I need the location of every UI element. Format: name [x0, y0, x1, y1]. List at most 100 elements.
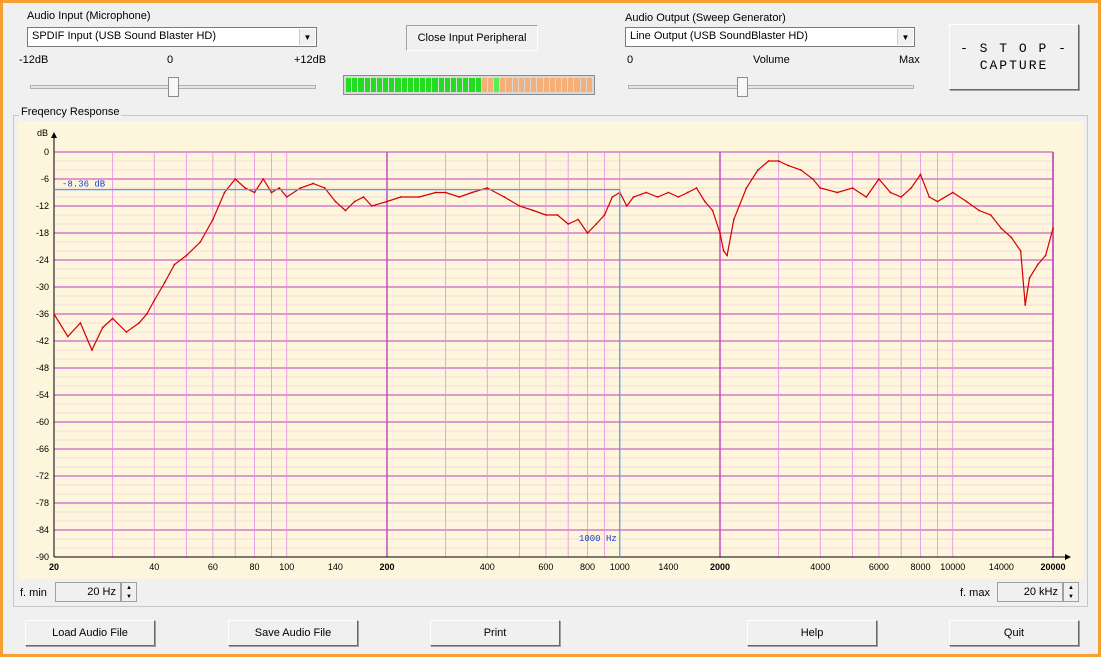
chevron-down-icon[interactable]: ▼ [299, 29, 315, 45]
meter-segment [346, 78, 352, 92]
fmax-spinner[interactable]: ▲ ▼ [1063, 582, 1079, 602]
curve-point [645, 191, 648, 194]
spin-up-icon[interactable]: ▲ [1068, 584, 1074, 591]
meter-segment [444, 78, 450, 92]
curve-point [299, 187, 302, 189]
y-tick-label: -48 [36, 363, 49, 373]
meter-segment [500, 78, 506, 92]
save-audio-file-button[interactable]: Save Audio File [228, 620, 358, 646]
curve-point [1010, 236, 1013, 239]
x-tick-label: 1000 [610, 562, 630, 572]
frequency-response-chart[interactable]: dB 0 -6 -12 -18 -24 -30 -36 -42 -48 -54 -60 -66 -72 -7… [18, 121, 1083, 579]
curve-point [989, 214, 992, 216]
y-tick-label: -6 [41, 174, 49, 184]
curve-point [811, 178, 814, 180]
curve-point [91, 349, 93, 351]
input-level-meter [343, 75, 595, 95]
spin-up-icon[interactable]: ▲ [126, 584, 132, 591]
curve-point [434, 191, 437, 194]
y-tick-label: -42 [36, 336, 49, 346]
meter-segment [383, 78, 389, 92]
meter-segment [494, 78, 500, 92]
quit-button[interactable]: Quit [949, 620, 1079, 646]
curve-point [632, 196, 635, 198]
help-button[interactable]: Help [747, 620, 877, 646]
meter-segment [469, 78, 475, 92]
audio-input-label: Audio Input (Microphone) [27, 10, 151, 22]
x-tick-label: 80 [249, 562, 259, 572]
spin-down-icon[interactable]: ▼ [1068, 593, 1074, 600]
curve-point [418, 196, 421, 198]
close-input-peripheral-button[interactable]: Close Input Peripheral [406, 25, 538, 51]
curve-point [334, 200, 337, 203]
fmin-input[interactable]: 20 Hz [55, 582, 121, 602]
curve-point [936, 200, 939, 203]
curve-point [444, 191, 447, 194]
spin-down-icon[interactable]: ▼ [126, 593, 132, 600]
curve-point [1000, 227, 1003, 230]
curve-point [370, 205, 373, 207]
curve-point [695, 187, 698, 189]
curve-point [556, 214, 559, 216]
curve-point [928, 196, 931, 198]
audio-output-select[interactable]: Line Output (USB SoundBlaster HD) ▼ [625, 27, 915, 47]
meter-segment [562, 78, 568, 92]
meter-segment [426, 78, 432, 92]
curve-point [199, 241, 202, 243]
curve-point [1019, 250, 1022, 252]
input-gain-slider-thumb[interactable] [168, 77, 179, 97]
meter-segment [407, 78, 413, 92]
meter-segment [438, 78, 444, 92]
curve-point [745, 187, 748, 189]
load-audio-file-button[interactable]: Load Audio File [25, 620, 155, 646]
curve-point [1028, 277, 1031, 279]
curve-point [711, 209, 714, 212]
curve-point [603, 214, 606, 216]
volume-slider-thumb[interactable] [737, 77, 749, 97]
curve-point [353, 200, 356, 203]
meter-segment [487, 78, 494, 92]
volume-slider-track[interactable] [628, 85, 914, 89]
y-tick-label: -54 [36, 390, 49, 400]
y-tick-label: -66 [36, 444, 49, 454]
x-tick-label: 20 [49, 562, 59, 572]
x-tick-label: 20000 [1040, 562, 1065, 572]
x-tick-label: 6000 [869, 562, 889, 572]
curve-point [544, 214, 547, 216]
chevron-down-icon[interactable]: ▼ [897, 29, 913, 45]
curve-point [362, 196, 365, 198]
stop-capture-button[interactable]: - S T O P - CAPTURE [949, 24, 1079, 90]
y-axis-label: dB [37, 128, 48, 138]
meter-segment [395, 78, 401, 92]
curve-point [278, 187, 281, 189]
curve-point [865, 196, 868, 198]
curve-point [656, 196, 659, 198]
audio-output-value: Line Output (USB SoundBlaster HD) [630, 30, 808, 42]
meter-segment [586, 78, 592, 92]
y-tick-label: 0 [44, 147, 49, 157]
curve-point [667, 191, 670, 194]
fmax-input[interactable]: 20 kHz [997, 582, 1063, 602]
audio-input-select[interactable]: SPDIF Input (USB Sound Blaster HD) ▼ [27, 27, 317, 47]
fmax-label: f. max [960, 587, 990, 599]
curve-point [586, 232, 589, 234]
print-button[interactable]: Print [430, 620, 560, 646]
cursor-level-readout: -8.36 dB [62, 180, 106, 190]
curve-point [234, 178, 237, 180]
meter-segment [432, 78, 438, 92]
meter-segment [524, 78, 531, 92]
curve-point [851, 187, 854, 189]
y-tick-label: -36 [36, 309, 49, 319]
curve-point [471, 191, 473, 194]
curve-point [732, 218, 735, 221]
meter-segment [481, 78, 487, 92]
meter-segment [574, 78, 580, 92]
curve-point [787, 164, 789, 167]
curve-point [686, 191, 689, 194]
fmin-spinner[interactable]: ▲ ▼ [121, 582, 137, 602]
meter-segment [580, 78, 586, 92]
curve-point [800, 169, 802, 171]
curve-point [101, 326, 104, 329]
y-tick-label: -84 [36, 525, 49, 535]
y-tick-label: -60 [36, 417, 49, 427]
